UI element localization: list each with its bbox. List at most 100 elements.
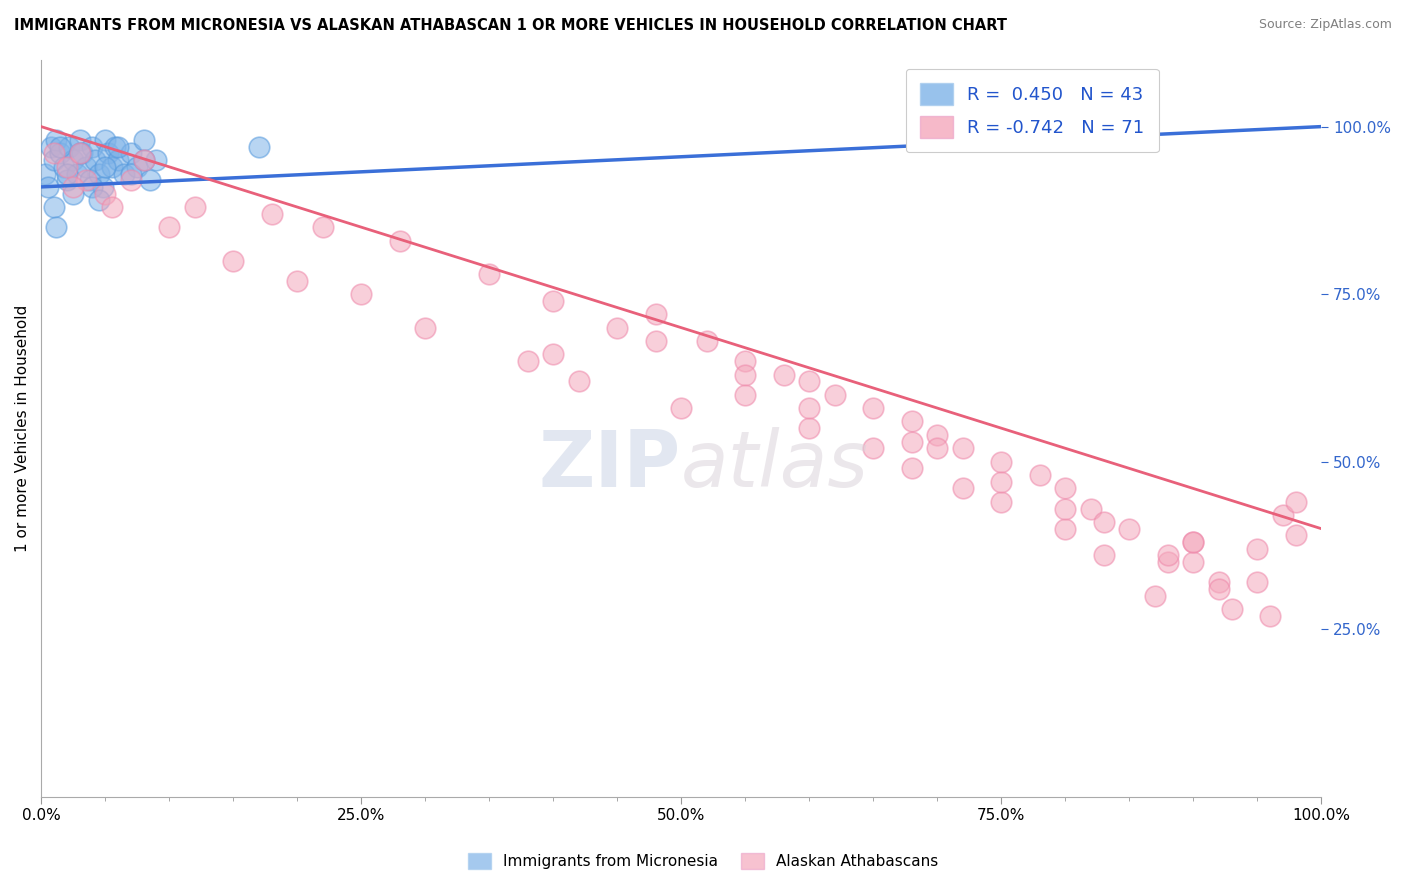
Point <box>644 334 666 348</box>
Point <box>388 234 411 248</box>
Legend: Immigrants from Micronesia, Alaskan Athabascans: Immigrants from Micronesia, Alaskan Atha… <box>461 847 945 875</box>
Point <box>34 167 56 181</box>
Text: Source: ZipAtlas.com: Source: ZipAtlas.com <box>1258 18 1392 31</box>
Point <box>127 160 149 174</box>
Point <box>132 133 155 147</box>
Point <box>58 139 80 153</box>
Point <box>49 146 72 161</box>
Point <box>82 139 104 153</box>
Point <box>927 442 949 456</box>
Point <box>66 167 89 181</box>
Point <box>1054 522 1077 536</box>
Text: atlas: atlas <box>681 427 869 503</box>
Point <box>1054 501 1077 516</box>
Point <box>112 167 135 181</box>
Point <box>772 368 794 382</box>
Point <box>1092 515 1115 529</box>
Point <box>94 186 117 201</box>
Point <box>120 173 142 187</box>
Point <box>41 139 63 153</box>
Point <box>55 173 77 187</box>
Point <box>900 461 922 475</box>
Point <box>862 401 884 415</box>
Point <box>1182 555 1205 569</box>
Point <box>53 160 76 174</box>
Point <box>94 133 117 147</box>
Point <box>42 200 65 214</box>
Point <box>87 167 110 181</box>
Point <box>541 347 564 361</box>
Point <box>1092 549 1115 563</box>
Point <box>1054 482 1077 496</box>
Point <box>1156 555 1178 569</box>
Point <box>120 146 142 161</box>
Point <box>42 153 65 167</box>
Point <box>799 421 821 435</box>
Point <box>49 139 72 153</box>
Point <box>1284 528 1306 542</box>
Point <box>45 133 67 147</box>
Point <box>927 427 949 442</box>
Point <box>900 434 922 449</box>
Point <box>606 320 628 334</box>
Point <box>82 180 104 194</box>
Point <box>734 354 756 368</box>
Point <box>1220 602 1243 616</box>
Point <box>1246 541 1268 556</box>
Point <box>516 354 538 368</box>
Point <box>952 442 974 456</box>
Point <box>285 274 308 288</box>
Point <box>1028 468 1050 483</box>
Point <box>91 180 114 194</box>
Point <box>799 401 821 415</box>
Point <box>260 207 283 221</box>
Point <box>350 287 373 301</box>
Point <box>1284 495 1306 509</box>
Point <box>1182 535 1205 549</box>
Point <box>696 334 718 348</box>
Point <box>824 387 846 401</box>
Legend: R =  0.450   N = 43, R = -0.742   N = 71: R = 0.450 N = 43, R = -0.742 N = 71 <box>905 69 1159 153</box>
Point <box>69 146 91 161</box>
Point <box>312 220 335 235</box>
Point <box>734 368 756 382</box>
Point <box>100 200 122 214</box>
Point <box>222 253 245 268</box>
Point <box>69 146 91 161</box>
Point <box>1143 589 1166 603</box>
Point <box>69 133 91 147</box>
Point <box>55 167 77 181</box>
Point <box>97 146 120 161</box>
Point <box>75 160 97 174</box>
Point <box>900 414 922 428</box>
Point <box>952 482 974 496</box>
Point <box>862 442 884 456</box>
Point <box>120 167 142 181</box>
Point <box>145 153 167 167</box>
Point <box>83 153 105 167</box>
Point <box>247 139 270 153</box>
Point <box>62 180 84 194</box>
Point <box>1182 535 1205 549</box>
Point <box>1271 508 1294 523</box>
Y-axis label: 1 or more Vehicles in Household: 1 or more Vehicles in Household <box>15 304 30 552</box>
Point <box>799 374 821 388</box>
Point <box>1156 549 1178 563</box>
Point <box>1246 575 1268 590</box>
Point <box>990 455 1012 469</box>
Point <box>87 194 110 208</box>
Point <box>132 153 155 167</box>
Point <box>55 160 77 174</box>
Point <box>478 267 501 281</box>
Point <box>70 146 93 161</box>
Point <box>132 153 155 167</box>
Text: ZIP: ZIP <box>538 427 681 503</box>
Point <box>139 173 162 187</box>
Point <box>100 160 122 174</box>
Point <box>990 495 1012 509</box>
Point <box>45 220 67 235</box>
Point <box>62 153 84 167</box>
Point <box>107 153 129 167</box>
Point <box>1208 575 1230 590</box>
Point <box>42 146 65 161</box>
